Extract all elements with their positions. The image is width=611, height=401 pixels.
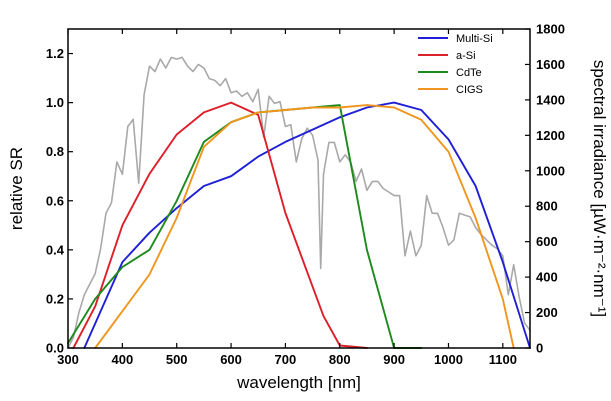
- y-tick-label: 1.2: [46, 46, 64, 61]
- x-tick-label: 1000: [434, 352, 463, 367]
- y2-tick-label: 600: [536, 234, 558, 249]
- axes-layer: 300 400 500 600 700 800 900 1000 1100 0.0 0.2 0.4 0.…: [46, 22, 565, 368]
- x-tick-label: 600: [220, 352, 242, 367]
- y2-tick-label: 1800: [536, 22, 565, 37]
- y2-tick-label: 1400: [536, 92, 565, 107]
- series-line-cigs: [94, 104, 515, 349]
- y-tick-label: 1.0: [46, 95, 64, 110]
- plot-frame: [67, 28, 531, 349]
- y-tick-label: 0.0: [46, 341, 64, 356]
- series-line-multi-si: [83, 101, 531, 349]
- legend-label: CIGS: [456, 84, 483, 96]
- x-tick-label: 800: [329, 352, 351, 367]
- x-tick-label: 500: [166, 352, 188, 367]
- y2-tick-label: 800: [536, 199, 558, 214]
- y2-tick-label: 1000: [536, 163, 565, 178]
- data-layer: [67, 56, 531, 349]
- y2-tick-label: 1600: [536, 57, 565, 72]
- y-tick-label: 0.8: [46, 144, 64, 159]
- spectral-irradiance-line: [67, 56, 531, 349]
- y-tick-label: 0.6: [46, 193, 64, 208]
- y2-tick-label: 0: [536, 341, 543, 356]
- legend-label: CdTe: [456, 67, 482, 79]
- x-tick-label: 400: [112, 352, 134, 367]
- x-tick-label: 900: [383, 352, 405, 367]
- y-tick-label: 0.2: [46, 291, 64, 306]
- x-tick-label: 300: [57, 352, 79, 367]
- series-line-a-si: [72, 101, 368, 349]
- y2-tick-label: 1200: [536, 128, 565, 143]
- y2-axis-title: spectral irradiance [µW·m⁻²·nm⁻¹]: [590, 60, 609, 317]
- x-axis-title: wavelength [nm]: [236, 373, 361, 392]
- y-tick-label: 0.4: [46, 242, 65, 257]
- x-tick-label: 1100: [489, 352, 517, 367]
- legend-label: a-Si: [456, 50, 476, 62]
- legend: Multi-Si a-Si CdTe CIGS: [418, 33, 493, 96]
- y-axis-title: relative SR: [7, 147, 26, 230]
- legend-label: Multi-Si: [456, 33, 493, 45]
- x-tick-label: 700: [275, 352, 297, 367]
- y2-tick-label: 200: [536, 305, 558, 320]
- y2-tick-label: 400: [536, 270, 558, 285]
